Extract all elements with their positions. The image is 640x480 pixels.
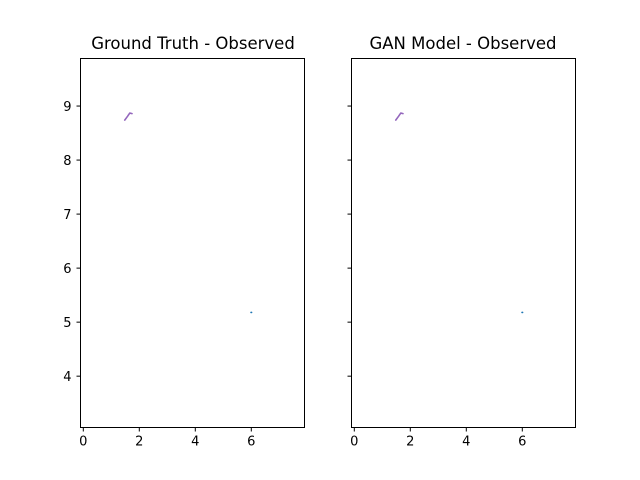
x-tick-label: 4 (191, 435, 199, 450)
x-tick-label: 0 (79, 435, 87, 450)
series-layer (123, 112, 253, 314)
x-tick-label: 4 (462, 435, 470, 450)
series-line-track-1 (394, 112, 404, 121)
ticks-layer: 0 2 4 6 (347, 105, 526, 450)
y-tick-label: 8 (63, 154, 71, 169)
series-layer (394, 112, 524, 314)
y-tick-label: 9 (63, 100, 71, 115)
plot-frame (351, 58, 576, 428)
subplot-ground-truth: Ground Truth - Observed 0 2 4 6 4 5 6 7 8 9 (63, 34, 305, 450)
y-tick-label: 7 (63, 208, 71, 223)
x-tick-label: 2 (135, 435, 143, 450)
series-line-track-1 (123, 112, 133, 121)
x-tick-label: 6 (518, 435, 526, 450)
subplot-title: Ground Truth - Observed (91, 34, 295, 53)
y-tick-label: 6 (63, 262, 71, 277)
x-tick-label: 2 (406, 435, 414, 450)
subplot-gan-model: GAN Model - Observed 0 2 4 6 (347, 34, 576, 450)
x-tick-label: 6 (247, 435, 255, 450)
y-tick-label: 4 (63, 370, 71, 385)
ticks-layer: 0 2 4 6 4 5 6 7 8 9 (63, 100, 255, 449)
subplot-title: GAN Model - Observed (369, 34, 556, 53)
plot-frame (80, 58, 305, 428)
y-tick-label: 5 (63, 316, 71, 331)
x-tick-label: 0 (350, 435, 358, 450)
